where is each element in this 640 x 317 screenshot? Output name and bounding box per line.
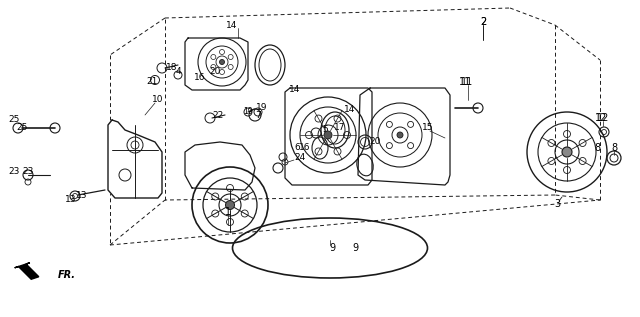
- Text: 25: 25: [16, 124, 28, 133]
- Text: 16: 16: [300, 144, 311, 152]
- Circle shape: [562, 147, 572, 157]
- Text: 19: 19: [243, 107, 253, 117]
- Text: 18: 18: [166, 63, 178, 73]
- Text: 23: 23: [8, 167, 19, 177]
- Circle shape: [220, 60, 225, 64]
- Text: 14: 14: [227, 21, 237, 29]
- Text: 13: 13: [76, 191, 88, 199]
- Circle shape: [225, 200, 234, 210]
- Text: 16: 16: [195, 74, 205, 82]
- Polygon shape: [358, 88, 450, 185]
- Polygon shape: [185, 142, 255, 190]
- Polygon shape: [185, 38, 248, 90]
- Text: 2: 2: [480, 17, 486, 27]
- Circle shape: [397, 132, 403, 138]
- Text: FR.: FR.: [58, 270, 76, 280]
- Polygon shape: [285, 88, 372, 185]
- Text: 10: 10: [152, 95, 164, 105]
- Text: 22: 22: [212, 111, 223, 120]
- Polygon shape: [15, 263, 39, 279]
- Text: 19: 19: [256, 103, 268, 113]
- Text: 4: 4: [175, 68, 181, 76]
- Text: 20: 20: [369, 138, 381, 146]
- Text: 17: 17: [334, 124, 346, 133]
- Text: 2: 2: [480, 17, 486, 27]
- Text: 9: 9: [329, 243, 335, 253]
- Text: 1: 1: [225, 207, 231, 217]
- Text: 20: 20: [209, 68, 221, 76]
- Text: 23: 23: [22, 167, 34, 177]
- Text: 11: 11: [459, 77, 471, 87]
- Text: 12: 12: [595, 113, 607, 123]
- Text: 11: 11: [461, 77, 473, 87]
- Polygon shape: [108, 120, 162, 198]
- Text: 3: 3: [554, 199, 560, 209]
- Text: 9: 9: [352, 243, 358, 253]
- Text: 14: 14: [344, 106, 356, 114]
- Text: 7: 7: [255, 111, 261, 120]
- Circle shape: [324, 131, 332, 139]
- Text: 15: 15: [422, 124, 434, 133]
- Text: 12: 12: [597, 113, 609, 123]
- Text: 5: 5: [322, 126, 328, 134]
- Text: 8: 8: [594, 143, 600, 153]
- Text: 25: 25: [8, 115, 19, 125]
- Text: 21: 21: [147, 77, 157, 87]
- Text: 14: 14: [289, 86, 301, 94]
- Text: 8: 8: [611, 143, 617, 153]
- Text: 24: 24: [294, 153, 306, 163]
- Text: 6: 6: [294, 144, 300, 152]
- Text: 13: 13: [65, 196, 77, 204]
